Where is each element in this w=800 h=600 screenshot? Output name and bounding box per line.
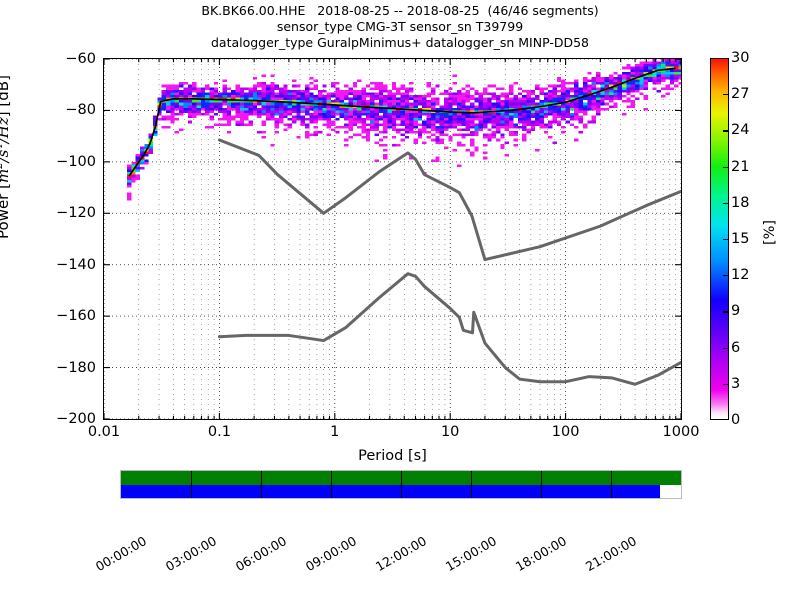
colorbar-tick-mark (723, 130, 729, 132)
x-axis-tick-label: 0.1 (207, 424, 231, 440)
title-line-1: BK.BK66.00.HHE 2018-08-25 -- 2018-08-25 … (201, 3, 599, 18)
colorbar-tick-label: 30 (731, 50, 750, 66)
colorbar-tick-mark (723, 94, 729, 96)
colorbar-tick-label: 27 (731, 86, 750, 103)
y-axis-tick-label: −60 (65, 51, 96, 67)
coverage-time-tick-label: 09:00:00 (302, 533, 360, 575)
colorbar-tick-mark (723, 383, 729, 386)
coverage-tick-mark (331, 471, 332, 498)
colorbar-tick-label: 6 (731, 339, 741, 356)
y-axis-title-prefix: Power [ (0, 183, 12, 239)
coverage-tick-mark (191, 471, 192, 498)
y-axis-title-suffix: ] [dB] (0, 75, 12, 117)
colorbar-tick-label: 24 (731, 122, 750, 139)
y-axis-title-exp4: 4 (0, 143, 5, 149)
y-axis-tick-label: −160 (56, 308, 96, 325)
colorbar-tick-label: 9 (731, 303, 741, 320)
colorbar-tick-label: 18 (731, 194, 750, 211)
colorbar-tick-mark (723, 311, 729, 313)
coverage-time-tick-label: 18:00:00 (512, 533, 570, 575)
y-axis-title-exp2: 2 (0, 162, 5, 168)
colorbar-tick-label: 12 (731, 267, 750, 284)
x-axis-tick-label: 10 (440, 424, 460, 440)
coverage-time-tick-label: 00:00:00 (92, 533, 150, 575)
y-axis-title-m: m (0, 169, 12, 183)
x-axis-tick-label: 0.01 (87, 424, 121, 440)
x-axis-tick-label: 100 (551, 424, 580, 440)
y-axis-tick-label: −180 (56, 359, 96, 376)
coverage-tick-mark (401, 471, 402, 498)
y-axis-tick-label: −100 (56, 153, 96, 170)
colorbar-title: [%] (762, 219, 778, 245)
coverage-row-data[interactable] (121, 484, 661, 498)
colorbar-tick-mark (723, 239, 729, 241)
coverage-time-tick-label: 06:00:00 (232, 533, 290, 575)
coverage-time-tick-label: 12:00:00 (372, 533, 430, 575)
coverage-time-tick-label: 03:00:00 (162, 533, 220, 575)
coverage-time-tick-label: 15:00:00 (442, 533, 500, 575)
colorbar-tick-label: 15 (731, 231, 750, 247)
y-axis-title: Power [m2/s4/Hz] [dB] (0, 75, 12, 239)
ppsd-plot-svg (104, 59, 681, 419)
colorbar-tick-mark (723, 347, 729, 349)
title-line-2: sensor_type CMG-3T sensor_sn T39799 (276, 19, 524, 34)
y-axis-title-div2: /Hz (0, 117, 12, 144)
colorbar-tick-mark (723, 166, 729, 168)
coverage-tick-mark (261, 471, 262, 498)
colorbar-tick-label: 21 (731, 158, 750, 175)
x-axis-tick-label: 1 (330, 424, 340, 440)
y-axis-title-div1: /s (0, 149, 12, 163)
coverage-tick-mark (541, 471, 542, 498)
y-axis-tick-label: −120 (56, 205, 96, 222)
x-axis-tick-label: 1000 (662, 424, 700, 440)
x-axis-title: Period [s] (358, 448, 427, 464)
y-axis-tick-label: −80 (65, 102, 96, 119)
colorbar-tick-label: 3 (731, 375, 741, 392)
ppsd-plot-area[interactable] (103, 58, 682, 420)
y-axis-tick-label: −200 (56, 411, 96, 427)
coverage-tick-mark (611, 471, 612, 498)
title-line-3: datalogger_type GuralpMinimus+ datalogge… (210, 35, 590, 50)
y-axis-tick-label: −140 (56, 256, 96, 273)
colorbar-tick-mark (723, 202, 729, 205)
colorbar-tick-mark (723, 275, 729, 277)
colorbar-tick-label: 0 (731, 412, 741, 428)
figure-title: BK.BK66.00.HHE 2018-08-25 -- 2018-08-25 … (0, 3, 800, 51)
coverage-tick-mark (471, 471, 472, 498)
coverage-time-tick-label: 21:00:00 (582, 533, 640, 575)
data-coverage-bar[interactable] (120, 470, 682, 499)
